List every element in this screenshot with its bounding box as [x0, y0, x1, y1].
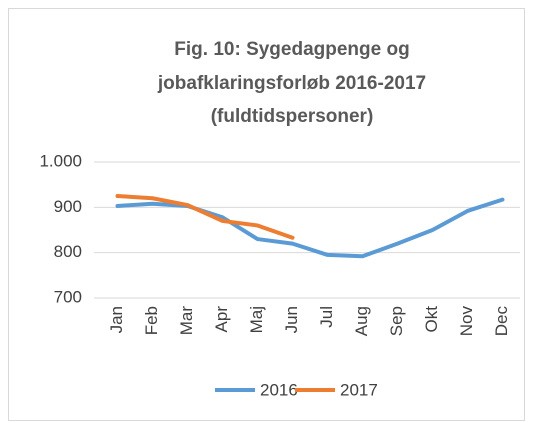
y-tick-label: 1.000: [39, 151, 82, 170]
x-tick-label: Dec: [492, 306, 511, 337]
x-tick-label: Jul: [317, 306, 336, 328]
x-tick-label: Mar: [177, 306, 196, 336]
chart-title: jobafklaringsforløb 2016-2017: [157, 73, 426, 94]
x-tick-label: Apr: [212, 306, 231, 333]
y-tick-label: 700: [54, 287, 82, 306]
x-tick-label: Okt: [422, 306, 441, 333]
chart-border: [8, 8, 525, 421]
y-tick-label: 900: [54, 197, 82, 216]
legend-label: 2017: [340, 380, 378, 399]
y-tick-label: 800: [54, 242, 82, 261]
x-tick-label: Sep: [387, 306, 406, 336]
x-tick-label: Aug: [352, 306, 371, 336]
series-line: [115, 194, 295, 240]
legend-label: 2016: [260, 380, 298, 399]
x-tick-label: Jan: [107, 306, 126, 333]
chart-title: Fig. 10: Sygedagpenge og: [174, 39, 409, 60]
x-tick-label: Maj: [247, 306, 266, 333]
x-tick-label: Feb: [142, 306, 161, 335]
x-tick-label: Nov: [457, 306, 476, 337]
x-tick-label: Jun: [282, 306, 301, 333]
chart-title: (fuldtidspersoner): [211, 106, 374, 127]
